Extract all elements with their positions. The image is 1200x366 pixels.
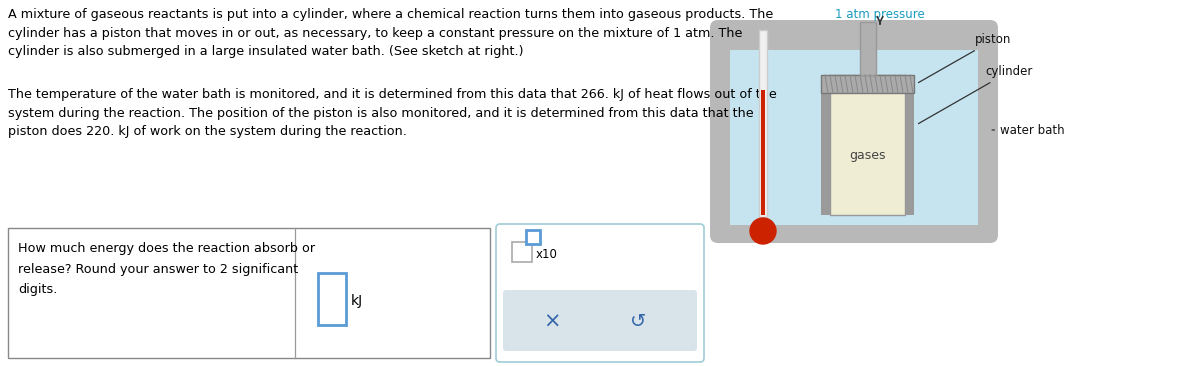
Text: gases: gases bbox=[850, 149, 886, 161]
Text: 1 atm pressure: 1 atm pressure bbox=[835, 8, 925, 21]
Text: x10: x10 bbox=[536, 247, 558, 261]
Text: piston: piston bbox=[918, 34, 1012, 83]
Text: How much energy does the reaction absorb or
release? Round your answer to 2 sign: How much energy does the reaction absorb… bbox=[18, 242, 316, 296]
Bar bbox=[760, 30, 767, 217]
Bar bbox=[859, 22, 876, 75]
Bar bbox=[821, 75, 914, 93]
Text: cylinder: cylinder bbox=[918, 66, 1032, 124]
Bar bbox=[512, 242, 532, 262]
Circle shape bbox=[750, 218, 776, 244]
Bar bbox=[761, 90, 766, 215]
Text: water bath: water bath bbox=[992, 123, 1064, 137]
Bar bbox=[8, 228, 490, 358]
Bar bbox=[830, 75, 905, 215]
FancyBboxPatch shape bbox=[710, 20, 998, 243]
Bar bbox=[821, 75, 830, 215]
Text: A mixture of gaseous reactants is put into a cylinder, where a chemical reaction: A mixture of gaseous reactants is put in… bbox=[8, 8, 773, 58]
Text: kJ: kJ bbox=[352, 294, 364, 308]
Text: ↺: ↺ bbox=[630, 313, 646, 332]
Bar bbox=[526, 230, 540, 244]
Bar bbox=[318, 273, 346, 325]
Text: ×: × bbox=[544, 312, 560, 332]
FancyBboxPatch shape bbox=[496, 224, 704, 362]
Bar bbox=[905, 75, 914, 215]
FancyBboxPatch shape bbox=[503, 290, 697, 351]
Bar bbox=[730, 50, 978, 225]
Text: The temperature of the water bath is monitored, and it is determined from this d: The temperature of the water bath is mon… bbox=[8, 88, 776, 138]
